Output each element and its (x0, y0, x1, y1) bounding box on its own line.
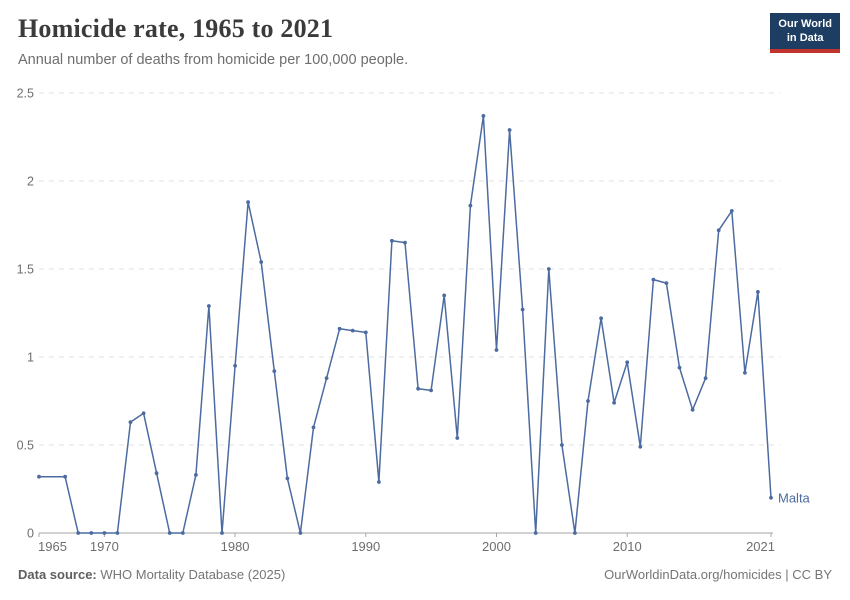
y-axis-tick-label: 1.5 (17, 263, 34, 277)
data-point[interactable] (207, 304, 211, 308)
data-point[interactable] (560, 443, 564, 447)
data-point[interactable] (586, 399, 590, 403)
data-source-label: Data source: (18, 567, 97, 582)
x-axis-tick-label: 1970 (90, 539, 119, 554)
data-point[interactable] (141, 411, 146, 416)
malta-line[interactable] (38, 115, 772, 534)
chart-footer: Data source: WHO Mortality Database (202… (18, 567, 832, 582)
data-point[interactable] (403, 240, 407, 245)
data-point[interactable] (599, 316, 603, 321)
data-point[interactable] (377, 480, 381, 484)
data-point[interactable] (324, 376, 329, 380)
data-point[interactable] (154, 471, 159, 476)
x-axis-tick-label: 1980 (221, 539, 250, 554)
data-point[interactable] (63, 474, 67, 479)
data-point[interactable] (494, 348, 499, 352)
owid-logo-line1: Our World (778, 18, 832, 30)
owid-url-license[interactable]: OurWorldinData.org/homicides | CC BY (604, 567, 832, 582)
data-point[interactable] (89, 531, 94, 535)
x-axis-tick-label: 2000 (482, 539, 511, 554)
data-point[interactable] (507, 128, 512, 132)
data-point[interactable] (533, 531, 538, 535)
data-point[interactable] (520, 307, 525, 312)
data-point[interactable] (220, 531, 224, 535)
y-axis-tick-label: 0 (27, 527, 34, 541)
data-point[interactable] (350, 328, 355, 333)
y-axis-tick-label: 2.5 (17, 87, 34, 101)
data-point[interactable] (194, 473, 198, 477)
series-end-label[interactable]: Malta (778, 490, 811, 505)
data-point[interactable] (298, 531, 303, 535)
data-point[interactable] (416, 386, 420, 391)
data-point[interactable] (285, 476, 290, 481)
x-axis-tick-label: 1965 (38, 539, 67, 554)
data-point[interactable] (311, 425, 316, 430)
data-point[interactable] (442, 293, 447, 298)
data-point[interactable] (233, 363, 238, 368)
data-point[interactable] (337, 326, 342, 331)
data-point[interactable] (729, 209, 734, 213)
data-point[interactable] (481, 114, 486, 118)
data-point[interactable] (246, 200, 251, 205)
data-point[interactable] (468, 203, 473, 208)
y-axis-tick-label: 2 (27, 175, 34, 189)
data-point[interactable] (677, 365, 682, 370)
data-point[interactable] (37, 474, 41, 479)
chart-subtitle: Annual number of deaths from homicide pe… (18, 52, 409, 68)
data-point[interactable] (390, 238, 394, 243)
owid-logo-line2: in Data (786, 32, 824, 45)
x-axis-tick-label: 2010 (613, 539, 642, 554)
data-point[interactable] (429, 388, 433, 393)
data-point[interactable] (743, 370, 747, 375)
data-point[interactable] (167, 531, 172, 535)
x-axis-tick-label: 1990 (351, 539, 380, 554)
data-point[interactable] (625, 360, 630, 365)
data-point[interactable] (573, 531, 577, 535)
data-point[interactable] (756, 290, 760, 294)
owid-logo[interactable]: Our World in Data (770, 13, 840, 53)
chart-header: Homicide rate, 1965 to 2021 Annual numbe… (18, 14, 408, 68)
data-point[interactable] (128, 420, 133, 424)
data-point[interactable] (612, 400, 616, 405)
data-point[interactable] (272, 369, 277, 373)
data-point[interactable] (115, 531, 120, 535)
data-point[interactable] (455, 436, 460, 440)
data-point[interactable] (638, 444, 643, 449)
y-axis-tick-label: 0.5 (17, 439, 34, 453)
data-point[interactable] (690, 407, 695, 412)
data-point[interactable] (769, 495, 773, 500)
data-point[interactable] (664, 281, 669, 285)
page-title: Homicide rate, 1965 to 2021 (18, 14, 334, 43)
data-point[interactable] (716, 228, 721, 233)
y-axis-tick-label: 1 (27, 351, 34, 365)
data-point[interactable] (76, 531, 81, 535)
x-axis-tick-label: 2021 (746, 539, 775, 554)
data-source-text: WHO Mortality Database (2025) (96, 567, 286, 582)
data-point[interactable] (546, 267, 551, 271)
data-point[interactable] (102, 531, 107, 535)
data-point[interactable] (180, 531, 185, 535)
data-point[interactable] (703, 376, 708, 380)
data-source-note: Data source: WHO Mortality Database (202… (18, 567, 285, 582)
data-point[interactable] (651, 277, 656, 282)
data-point[interactable] (259, 260, 264, 264)
data-point[interactable] (363, 330, 368, 335)
